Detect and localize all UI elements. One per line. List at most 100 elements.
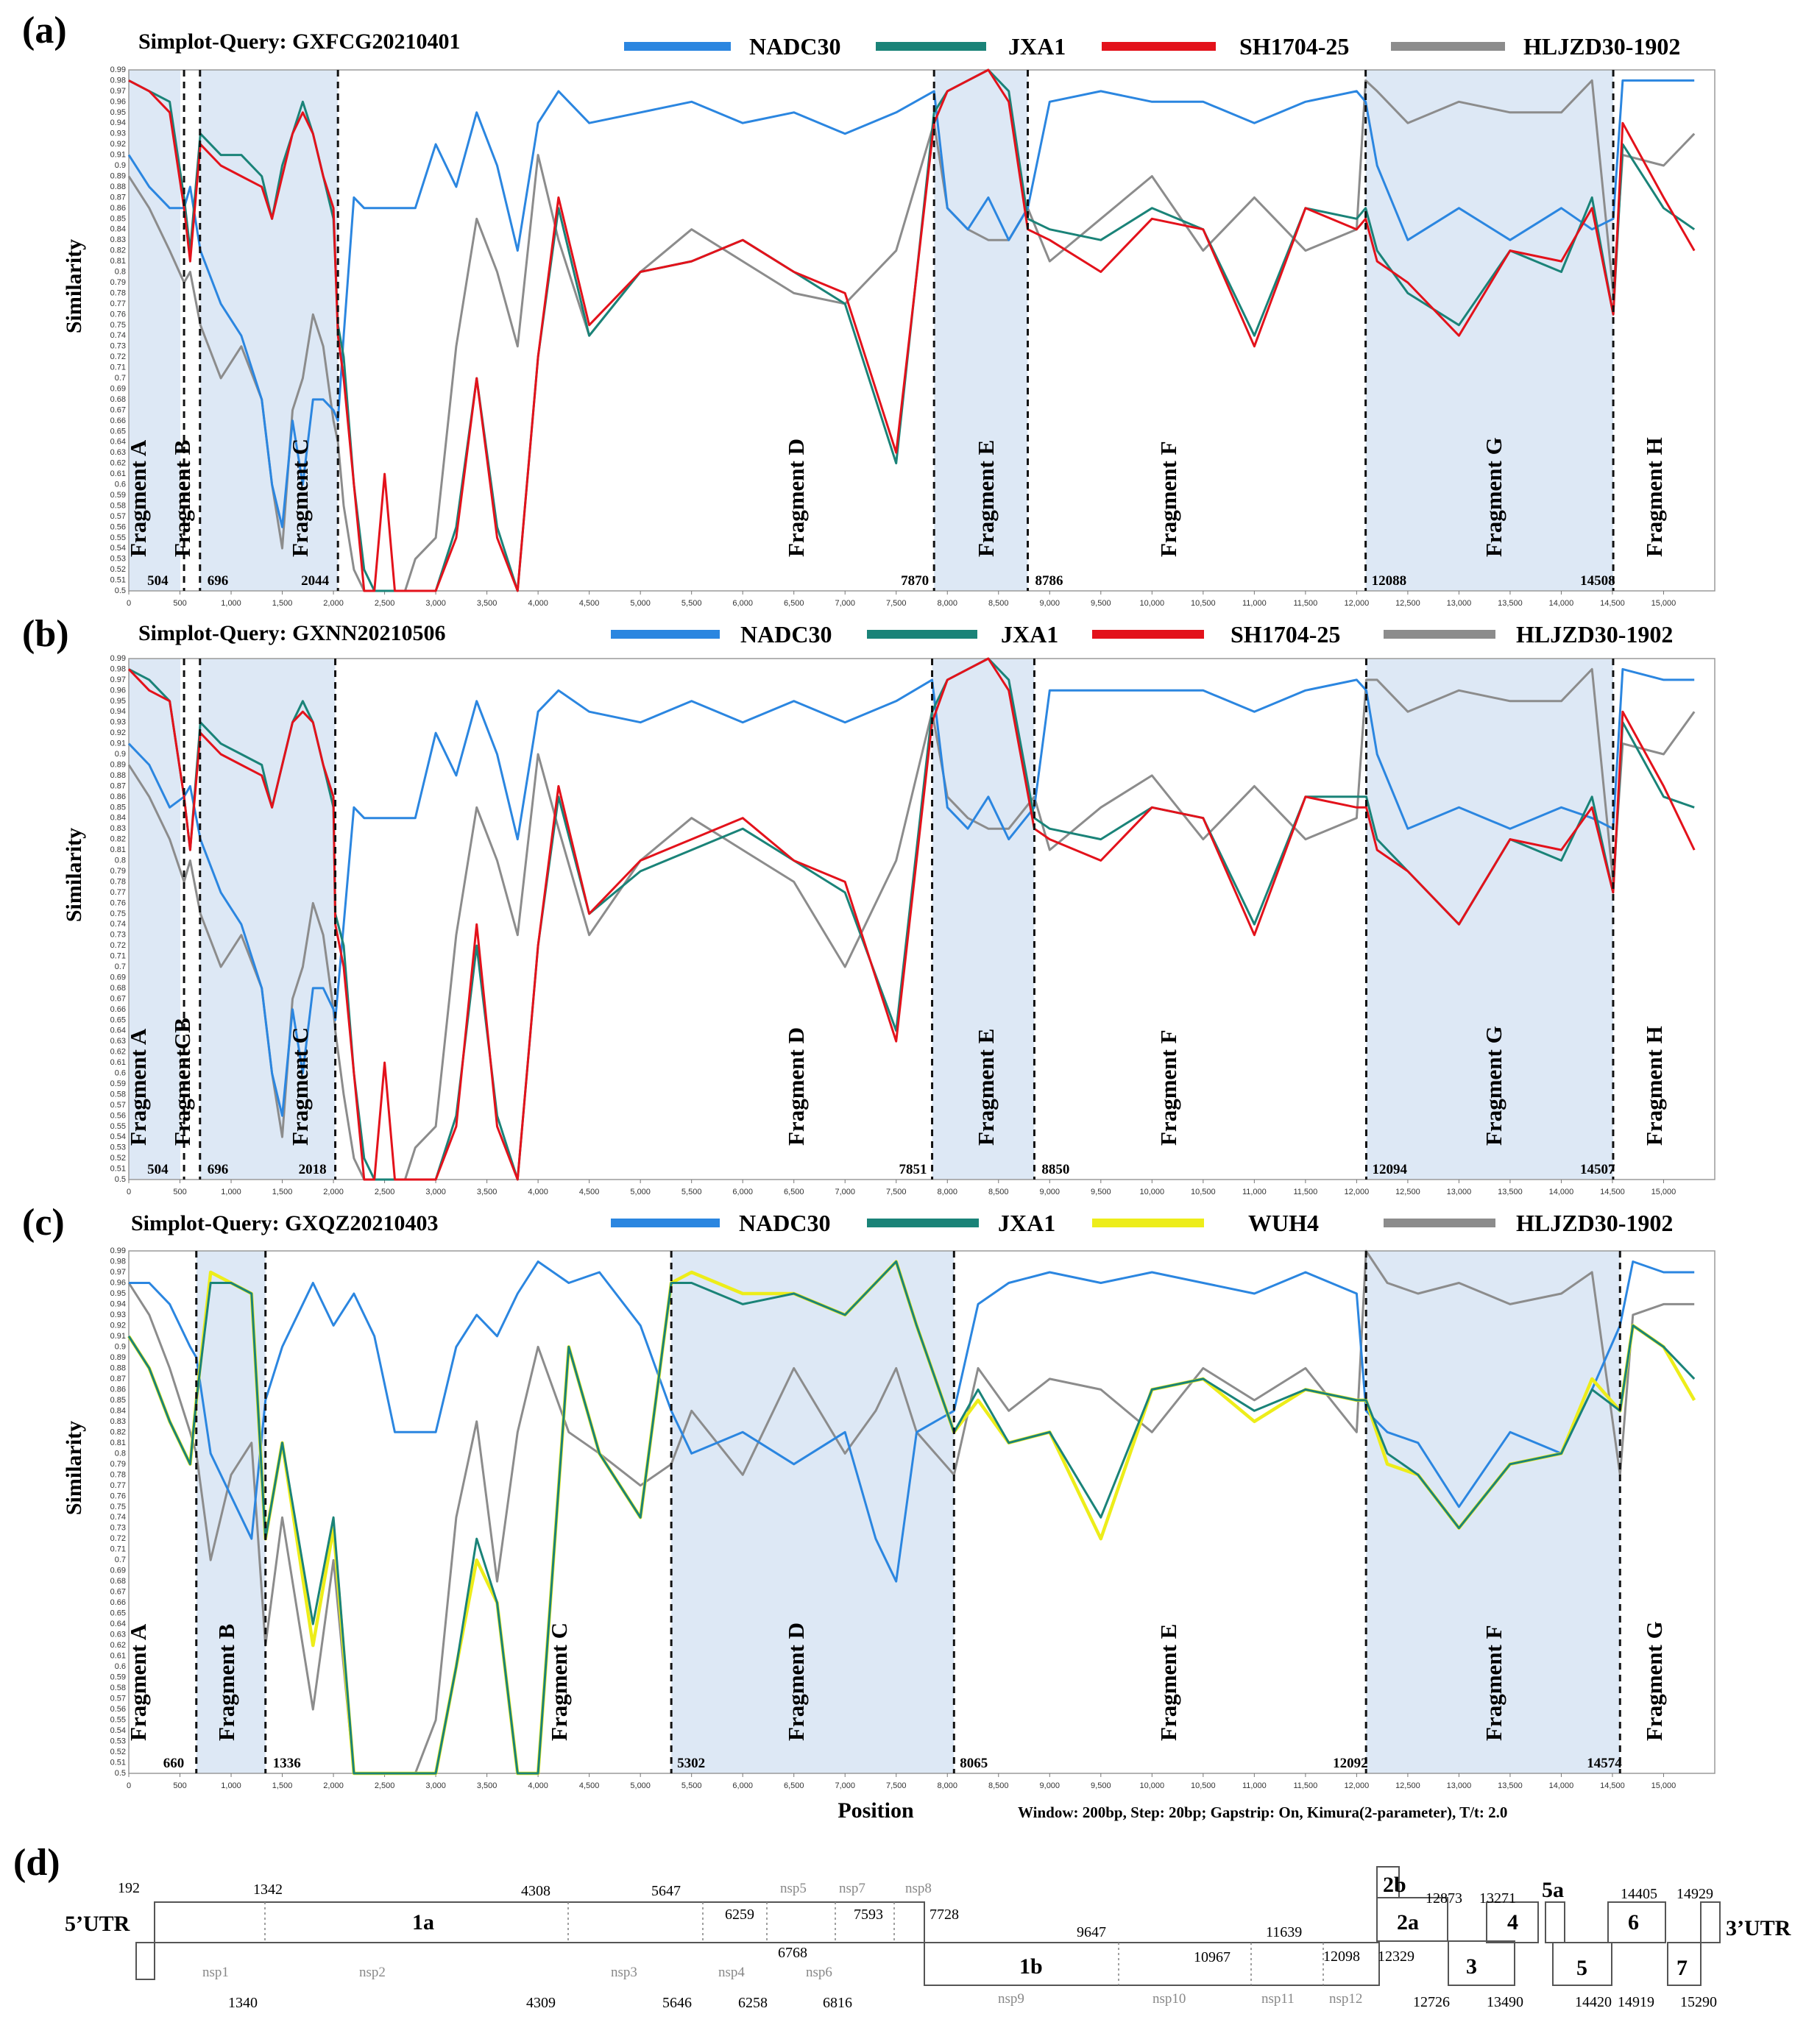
pos-number: 5647 [651,1883,681,1899]
breakpoint-label: 504 [147,573,169,589]
pos-number: 7728 [930,1907,959,1923]
y-tick-label: 0.71 [110,952,126,961]
y-tick-label: 0.77 [110,888,126,897]
breakpoint-label: 2044 [301,573,330,589]
panel-b: (b) Simplot-Query: GXNN20210506 NADC30 J… [22,613,1715,1196]
y-tick-label: 0.82 [110,1428,126,1436]
y-tick-label: 0.98 [110,664,126,673]
orf-label-5: 5 [1576,1956,1587,1980]
y-tick-label: 0.92 [110,1321,126,1330]
pos-number: 15290 [1680,1994,1717,2010]
x-tick-label: 4,500 [579,599,600,608]
x-tick-label: 12,500 [1395,599,1420,608]
y-tick-label: 0.81 [110,845,126,854]
y-tick-label: 0.92 [110,140,126,149]
y-tick-label: 0.68 [110,1577,126,1586]
panel-a: (a) Simplot-Query: GXFCG20210401 NADC30 … [22,10,1715,608]
orf5a-box [1545,1901,1565,1943]
fragment-label: Fragment A [125,439,151,557]
x-tick-label: 500 [173,1188,186,1196]
x-tick-label: 14,000 [1549,599,1574,608]
y-tick-label: 0.51 [110,576,126,585]
x-tick-label: 5,500 [681,1781,702,1790]
x-tick-label: 8,500 [988,599,1009,608]
y-tick-label: 0.79 [110,867,126,876]
x-axis-label: Position [838,1798,914,1823]
y-tick-label: 0.53 [110,1737,126,1746]
x-tick-label: 12,500 [1395,1781,1420,1790]
y-tick-label: 0.55 [110,1716,126,1725]
nsp-label: nsp2 [359,1965,386,1980]
query-title: Simplot-Query: GXFCG20210401 [138,29,460,54]
orf-label-7: 7 [1676,1956,1688,1980]
x-tick-label: 7,000 [835,1781,855,1790]
pos-number: 6816 [823,1995,852,2011]
x-tick-label: 6,500 [784,1781,804,1790]
y-tick-label: 0.83 [110,235,126,244]
y-axis-label: Similarity [62,828,86,922]
y-tick-label: 0.96 [110,1278,126,1287]
pos-number: 9647 [1077,1924,1106,1940]
y-tick-label: 0.78 [110,1470,126,1479]
y-tick-label: 0.99 [110,65,126,74]
x-tick-label: 1,000 [221,1781,241,1790]
y-tick-label: 0.56 [110,1111,126,1120]
y-tick-label: 0.76 [110,310,126,319]
plot-frame [128,1250,1715,1774]
y-tick-label: 0.68 [110,984,126,993]
x-tick-label: 14,500 [1600,1188,1625,1196]
y-tick-label: 0.7 [115,1556,126,1564]
breakpoint-label: 12092 [1333,1756,1368,1771]
panel-label: (d) [13,1842,60,1884]
y-tick-label: 0.8 [115,1449,126,1458]
breakpoint-label: 7870 [901,573,929,589]
y-tick-label: 0.93 [110,718,126,727]
x-tick-label: 2,000 [323,1781,344,1790]
orf1b-box [924,1942,1380,1986]
y-tick-label: 0.71 [110,363,126,372]
shaded-fragment-region [1366,1251,1621,1773]
x-tick-label: 13,000 [1447,599,1472,608]
y-tick-label: 0.69 [110,973,126,982]
pos-number: 192 [118,1880,140,1896]
y-tick-label: 0.63 [110,448,126,457]
legend-label-hljzd30-1902: HLJZD30-1902 [1516,621,1673,648]
y-tick-label: 0.9 [115,750,126,759]
x-tick-label: 13,500 [1498,1188,1523,1196]
y-tick-label: 0.52 [110,565,126,574]
y-tick-label: 0.59 [110,1673,126,1682]
position-numbers: 192 1342 4308 5647 6259 7593 7728 9647 1… [118,1880,1717,2011]
pos-number: 12726 [1413,1994,1450,2010]
y-tick-label: 0.54 [110,1726,126,1735]
x-tick-label: 7,500 [886,1781,907,1790]
x-tick-label: 0 [127,1781,131,1790]
shaded-fragment-region [934,70,1028,591]
fragment-label: Fragment F [1155,1029,1181,1146]
panel-c: (c) Simplot-Query: GXQZ20210403 NADC30 J… [22,1202,1715,1823]
x-tick-label: 15,000 [1651,1188,1676,1196]
y-tick-label: 0.88 [110,771,126,780]
y-tick-label: 0.75 [110,1503,126,1511]
x-tick-label: 500 [173,1781,186,1790]
y-axis-label: Similarity [62,1421,86,1515]
legend-label-sh1704-25: SH1704-25 [1239,33,1349,60]
y-tick-label: 0.54 [110,544,126,553]
fragment-label: Fragment C [546,1623,572,1741]
panel-label: (c) [22,1202,65,1244]
x-tick-label: 2,000 [323,599,344,608]
y-tick-label: 0.77 [110,299,126,308]
x-tick-label: 2,500 [375,599,395,608]
y-tick-label: 0.89 [110,1353,126,1362]
y-tick-label: 0.96 [110,97,126,106]
y-tick-label: 0.58 [110,501,126,510]
nsp-label: nsp11 [1261,1991,1295,2007]
y-tick-label: 0.76 [110,1492,126,1500]
y-tick-label: 0.5 [115,1769,126,1778]
fragment-label: Fragment A [125,1623,151,1741]
x-tick-label: 14,000 [1549,1188,1574,1196]
series-line-sh1704-25 [128,68,1696,592]
nsp-label: nsp1 [202,1965,229,1980]
y-tick-label: 0.74 [110,920,126,929]
x-tick-label: 15,000 [1651,599,1676,608]
